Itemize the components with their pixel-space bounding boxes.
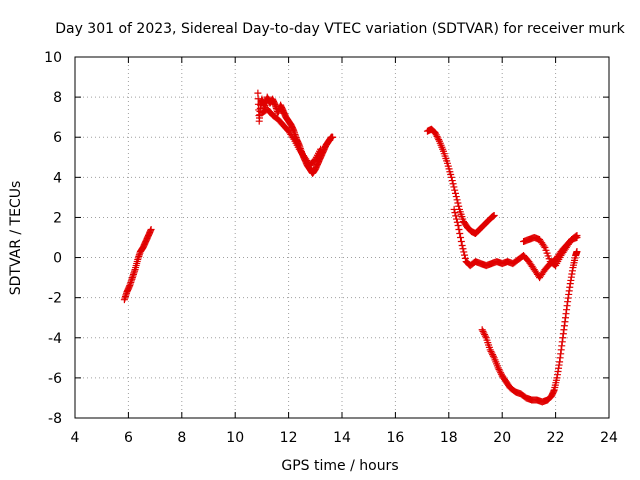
data-point-plus: [451, 189, 459, 197]
data-point-plus: [448, 177, 456, 185]
data-point-plus: [461, 254, 469, 262]
data-point-plus: [490, 211, 498, 219]
data-point-plus: [453, 215, 461, 223]
y-tick-label: 6: [53, 130, 62, 146]
series-segment-5: [520, 231, 581, 270]
x-axis-label: GPS time / hours: [281, 458, 398, 474]
data-point-plus: [453, 218, 461, 226]
data-point-plus: [479, 327, 487, 335]
data-point-plus: [451, 186, 459, 194]
data-point-plus: [480, 329, 488, 337]
y-tick-labels: -8 -6 -4 -2 0 2 4 6 8 10: [44, 50, 62, 427]
data-point-plus: [454, 199, 462, 207]
data-point-plus: [435, 136, 443, 144]
data-point-plus: [453, 196, 461, 204]
y-tick-label: -4: [48, 331, 62, 347]
x-tick-label: 18: [440, 430, 458, 446]
x-tick-label: 16: [386, 430, 404, 446]
x-tick-label: 10: [226, 430, 244, 446]
data-point-plus: [432, 131, 440, 139]
data-point-plus: [455, 202, 463, 210]
data-point-plus: [496, 367, 504, 375]
data-point-plus: [450, 183, 458, 191]
data-point-plus: [459, 245, 467, 253]
data-point-plus: [481, 332, 489, 340]
data-point-plus: [573, 231, 581, 239]
x-tick-label: 22: [547, 430, 565, 446]
data-point-plus: [454, 221, 462, 229]
data-point-plus: [478, 326, 486, 334]
data-point-plus: [486, 346, 494, 354]
data-point-plus: [494, 364, 502, 372]
y-tick-label: -6: [48, 371, 62, 387]
grid: [75, 57, 609, 418]
data-point-plus: [573, 248, 581, 256]
data-point-plus: [455, 225, 463, 233]
data-point-plus: [489, 352, 497, 360]
y-tick-label: 4: [53, 170, 62, 186]
x-tick-label: 12: [280, 430, 298, 446]
data-point-plus: [447, 173, 455, 181]
data-point-plus: [489, 351, 497, 359]
series-segment-6: [478, 248, 581, 406]
data-point-plus: [449, 180, 457, 188]
y-axis-label: SDTVAR / TECUs: [8, 181, 24, 296]
data-point-plus: [431, 129, 439, 137]
data-point-plus: [147, 225, 155, 233]
x-tick-label: 4: [71, 430, 80, 446]
data-point-plus: [572, 232, 580, 240]
data-point-plus: [497, 369, 505, 377]
data-point-plus: [495, 365, 503, 373]
data-point-plus: [451, 209, 459, 217]
y-tick-label: -2: [48, 291, 62, 307]
data-point-plus: [452, 212, 460, 220]
series-segment-2b: [258, 105, 325, 169]
data-point-plus: [450, 205, 458, 213]
data-point-plus: [317, 145, 325, 153]
data-point-plus: [487, 347, 495, 355]
data-point-plus: [488, 349, 496, 357]
data-point-plus: [289, 134, 297, 142]
axis-ticks: [74, 56, 610, 419]
chart-title: Day 301 of 2023, Sidereal Day-to-day VTE…: [55, 21, 625, 37]
y-tick-label: -8: [48, 411, 62, 427]
series-segment-2: [254, 89, 337, 177]
data-point-plus: [457, 238, 465, 246]
data-markers: [120, 89, 581, 406]
x-tick-label: 20: [493, 430, 511, 446]
data-point-plus: [458, 242, 466, 250]
data-point-plus: [481, 331, 489, 339]
data-point-plus: [460, 248, 468, 256]
y-tick-label: 10: [44, 50, 62, 66]
data-point-plus: [452, 193, 460, 201]
x-tick-label: 14: [333, 430, 351, 446]
series-segment-3: [423, 125, 498, 237]
data-point-plus: [434, 134, 442, 142]
y-tick-label: 2: [53, 210, 62, 226]
data-point-plus: [461, 251, 469, 259]
x-tick-label: 24: [600, 430, 618, 446]
data-point-plus: [540, 242, 548, 250]
y-tick-label: 0: [53, 251, 62, 267]
data-point-plus: [329, 133, 337, 141]
y-tick-label: 8: [53, 90, 62, 106]
x-tick-label: 6: [124, 430, 133, 446]
x-tick-labels: 4 6 8 10 12 14 16 18 20 22 24: [71, 430, 618, 446]
data-point-plus: [457, 234, 465, 241]
data-point-plus: [456, 229, 464, 237]
data-point-plus: [433, 132, 441, 140]
series-segment-1: [120, 225, 155, 304]
x-tick-label: 8: [177, 430, 186, 446]
